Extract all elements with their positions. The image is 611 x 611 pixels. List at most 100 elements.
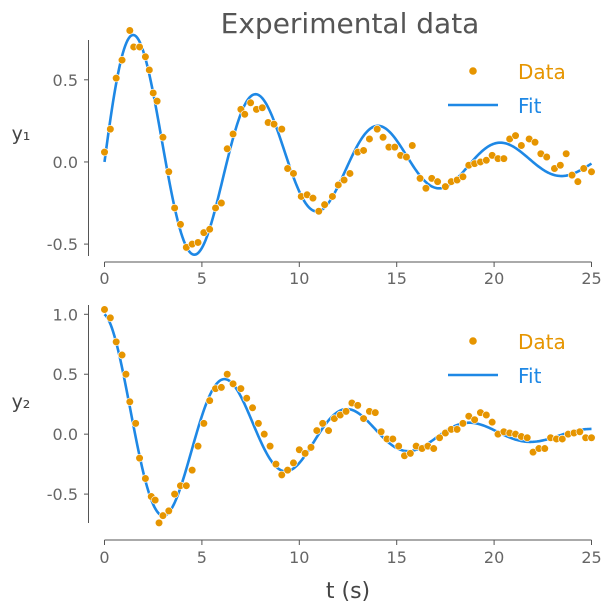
legend-data-marker: [469, 67, 477, 75]
data-point: [523, 433, 532, 442]
data-point: [441, 182, 450, 191]
y-tick-label: -0.5: [47, 485, 78, 504]
data-point: [312, 426, 321, 435]
data-point: [271, 460, 281, 469]
data-point: [125, 397, 134, 406]
data-point: [542, 152, 551, 162]
data-point: [199, 419, 208, 428]
y-tick-label: 0.0: [53, 153, 78, 172]
data-point: [131, 419, 140, 428]
x-tick-label: 10: [289, 269, 309, 288]
data-point: [394, 442, 403, 451]
data-point: [211, 203, 220, 213]
data-point: [433, 177, 442, 186]
data-point: [265, 442, 275, 451]
subplot-y1: 0.5 0.0 -0.5 0 5 10 15 20 25 y₁ Data Fit: [12, 26, 602, 288]
data-point: [371, 408, 380, 417]
data-point: [353, 401, 362, 410]
data-point: [377, 427, 386, 436]
data-point: [359, 414, 368, 423]
data-point: [117, 55, 127, 65]
y-tick-label: 0.5: [53, 71, 78, 90]
data-point: [530, 138, 540, 147]
legend-data-marker: [469, 337, 477, 345]
data-point: [283, 466, 292, 475]
data-point: [170, 203, 179, 213]
legend-data-label: Data: [518, 330, 566, 354]
data-point: [540, 444, 549, 453]
x-tick-label: 0: [99, 269, 109, 288]
data-point: [217, 198, 226, 208]
data-point: [260, 430, 269, 439]
data-point: [153, 97, 162, 106]
data-point: [330, 414, 339, 423]
data-point: [277, 124, 286, 134]
y-axis-label: y₁: [12, 123, 31, 145]
x-tick-label: 15: [387, 269, 407, 288]
data-point: [458, 419, 468, 428]
x-tick-label: 15: [387, 548, 407, 567]
data-point: [135, 454, 144, 463]
data-point: [365, 134, 374, 144]
data-point: [295, 445, 304, 454]
data-point: [246, 98, 255, 107]
data-point: [193, 238, 203, 247]
data-point: [112, 74, 121, 83]
data-point: [106, 124, 115, 134]
data-point: [125, 26, 134, 35]
data-point: [458, 172, 468, 181]
data-point: [556, 161, 565, 170]
data-point: [324, 426, 333, 435]
x-tick-label: 20: [484, 548, 504, 567]
x-tick-label: 20: [484, 269, 504, 288]
data-point: [228, 129, 238, 139]
data-point: [277, 470, 286, 480]
data-point: [336, 410, 345, 420]
data-point: [149, 88, 158, 98]
data-point: [112, 337, 121, 346]
data-point: [141, 474, 150, 483]
data-point: [258, 103, 267, 112]
data-point: [318, 419, 327, 428]
y-tick-label: -0.5: [47, 235, 78, 254]
y-tick-label: 0.0: [53, 425, 78, 444]
x-tick-label: 0: [99, 548, 109, 567]
data-point: [254, 419, 263, 428]
data-point: [151, 495, 160, 505]
data-point: [223, 370, 232, 379]
data-point: [334, 180, 343, 190]
data-point: [289, 458, 298, 468]
data-point: [145, 65, 154, 75]
data-point: [373, 124, 382, 134]
data-point: [378, 133, 388, 142]
data-point: [228, 379, 238, 388]
y-tick-label: 0.5: [53, 365, 78, 384]
data-point: [402, 152, 411, 162]
x-tick-label: 10: [289, 548, 309, 567]
data-point: [154, 518, 164, 527]
data-point: [408, 141, 417, 150]
data-point: [164, 506, 173, 515]
data-point: [528, 448, 538, 457]
data-point: [435, 433, 444, 442]
data-point: [441, 428, 450, 438]
data-point: [511, 131, 520, 140]
data-point: [117, 350, 127, 360]
data-point: [452, 425, 462, 434]
data-point: [587, 167, 596, 176]
data-point: [575, 427, 584, 436]
data-point: [558, 434, 567, 444]
legend: Data Fit: [448, 330, 566, 388]
data-point: [470, 415, 479, 424]
data-point: [359, 146, 368, 155]
data-point: [562, 149, 571, 158]
data-point: [388, 434, 397, 444]
data-point: [135, 42, 144, 52]
data-point: [106, 313, 115, 323]
data-point: [306, 443, 316, 452]
data-point: [406, 449, 415, 458]
data-point: [100, 147, 109, 157]
data-point: [488, 418, 497, 427]
data-point: [242, 394, 251, 403]
data-point: [240, 110, 249, 119]
